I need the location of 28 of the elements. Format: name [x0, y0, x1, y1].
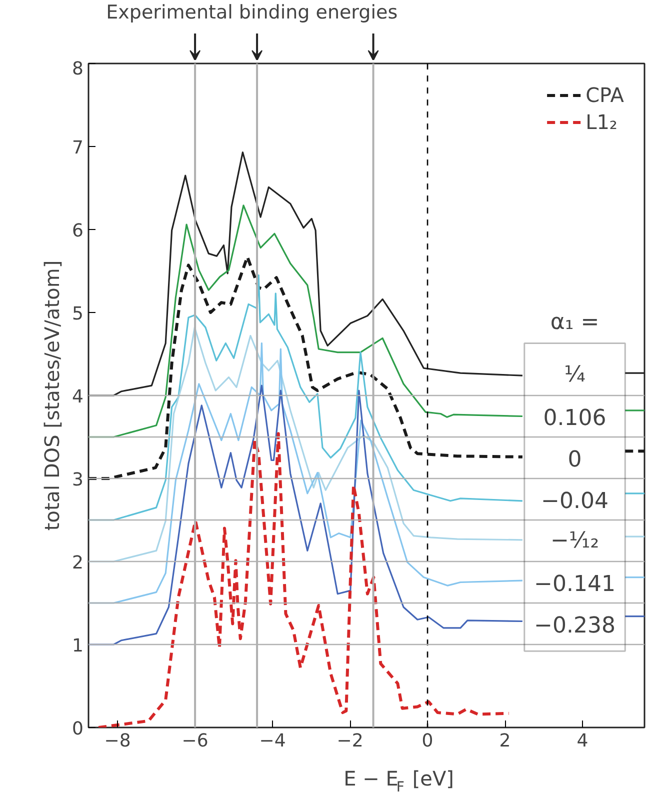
- x-tick-label: −6: [182, 730, 208, 752]
- annotation: −0.238: [534, 613, 616, 638]
- annotation: ¹⁄₄: [564, 362, 586, 388]
- annotation: 0: [568, 447, 582, 472]
- annotation: −0.04: [541, 488, 608, 514]
- annotation: 0.106: [543, 406, 606, 431]
- y-axis-title: total DOS [states/eV/atom]: [40, 260, 64, 531]
- chart-title: Experimental binding energies: [106, 1, 398, 24]
- y-tick-label: 5: [72, 304, 84, 324]
- y-tick-label: 3: [72, 470, 84, 490]
- x-tick-label: −2: [336, 730, 364, 752]
- legend-label: CPA: [586, 83, 624, 107]
- y-tick-label: 1: [72, 636, 84, 656]
- x-tick-label: 0: [422, 730, 434, 752]
- annotation: α₁ =: [550, 310, 600, 335]
- x-tick-label: −4: [259, 730, 286, 752]
- y-tick-label: 7: [72, 138, 84, 158]
- annotation: −¹⁄₁₂: [550, 528, 600, 554]
- y-tick-label: 2: [72, 552, 84, 574]
- x-tick-label: 4: [576, 730, 588, 752]
- annotation: −0.141: [534, 572, 616, 597]
- y-tick-label: 4: [72, 386, 84, 408]
- legend-label: L1₂: [586, 110, 618, 134]
- y-tick-label: 8: [72, 58, 84, 80]
- x-tick-label: 2: [499, 730, 511, 752]
- x-tick-label: −8: [104, 730, 131, 752]
- line-series: [97, 432, 510, 728]
- y-tick-label: 6: [72, 220, 84, 242]
